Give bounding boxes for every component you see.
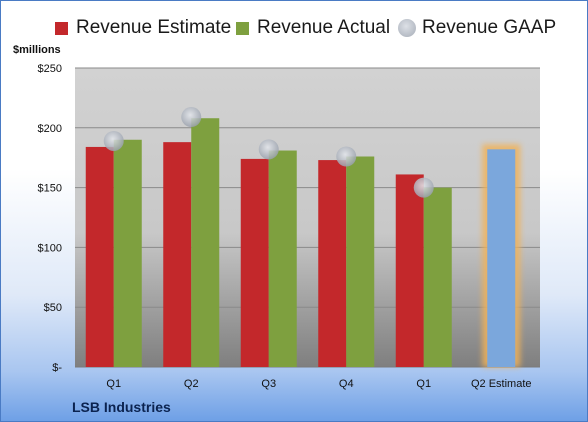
- x-tick-label: Q2 Estimate: [471, 378, 532, 390]
- marker-revenue-gaap: [258, 139, 279, 160]
- legend-label: Revenue Estimate: [76, 17, 232, 38]
- bar-revenue-actual: [268, 150, 297, 367]
- bar-revenue-estimate: [318, 160, 347, 367]
- bar-revenue-actual: [113, 139, 142, 367]
- legend-label: Revenue GAAP: [422, 17, 557, 38]
- y-tick-label: $-: [52, 362, 62, 374]
- legend-swatch-red: [55, 21, 68, 35]
- y-tick-label: $150: [38, 183, 62, 195]
- legend-item-revenue-estimate: Revenue Estimate: [55, 17, 231, 39]
- x-tick-label: Q4: [339, 378, 354, 390]
- y-axis-unit-label: $millions: [13, 44, 61, 56]
- plot-area: [75, 68, 540, 367]
- bar-revenue-estimate: [163, 142, 192, 367]
- marker-revenue-gaap: [103, 130, 124, 151]
- x-tick-label: Q1: [106, 378, 121, 390]
- legend-item-revenue-gaap: Revenue GAAP: [398, 17, 556, 39]
- legend-swatch-green: [236, 21, 249, 35]
- bar-revenue-actual: [423, 187, 452, 367]
- marker-revenue-gaap: [413, 177, 434, 198]
- y-tick-label: $100: [38, 242, 62, 254]
- bar-revenue-estimate: [395, 174, 424, 367]
- y-tick-label: $200: [38, 123, 62, 135]
- x-tick-label: Q3: [261, 378, 276, 390]
- legend: Revenue Estimate Revenue Actual Revenue …: [0, 17, 588, 39]
- bar-revenue-actual: [191, 118, 220, 368]
- marker-revenue-gaap: [336, 146, 357, 167]
- bar-q2-estimate: [487, 149, 516, 367]
- legend-label: Revenue Actual: [257, 17, 391, 38]
- bar-revenue-actual: [346, 156, 375, 367]
- bar-revenue-estimate: [85, 146, 114, 367]
- legend-item-revenue-actual: Revenue Actual: [236, 17, 390, 39]
- company-name: LSB Industries: [72, 399, 171, 415]
- x-tick-label: Q2: [184, 378, 199, 390]
- x-tick-label: Q1: [416, 378, 431, 390]
- bar-revenue-estimate: [240, 158, 269, 367]
- marker-revenue-gaap: [181, 107, 202, 128]
- legend-marker-gray-dot: [398, 19, 416, 37]
- y-tick-label: $250: [38, 63, 62, 75]
- y-tick-label: $50: [44, 302, 62, 314]
